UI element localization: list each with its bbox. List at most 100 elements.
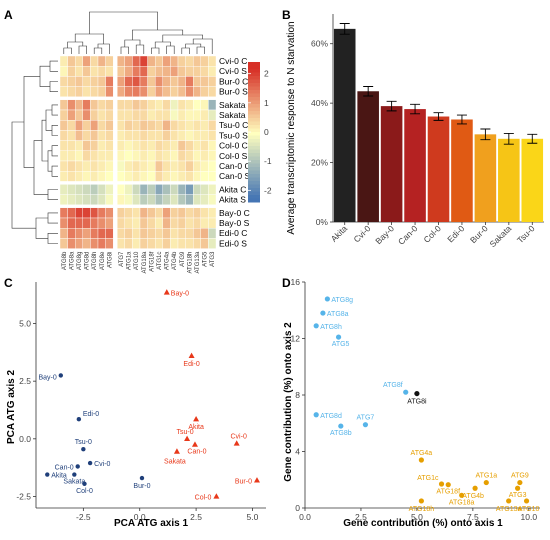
heatmap-cell [97,194,106,206]
heatmap-column-label: ATG8b [62,251,68,270]
column-dendrogram-branch [120,46,129,54]
heatmap-cell [116,217,125,229]
contribution-y-tick-label: 16 [291,277,301,287]
heatmap-cell [116,119,125,131]
heatmap-cell [177,184,186,195]
heatmap-cell [147,217,156,229]
contribution-y-axis-title: Gene contribution (%) onto axis 2 [283,322,294,482]
heatmap-cell [97,109,106,121]
heatmap-cell [82,99,91,111]
heatmap-cell [59,238,68,249]
heatmap-cell [200,140,209,152]
legend-tick-label: -2 [264,185,272,195]
heatmap-cell [90,55,99,67]
heatmap-cell [162,217,171,229]
legend-gradient-step [248,100,260,105]
heatmap-cell [74,194,83,206]
heatmap-cell [200,86,209,97]
heatmap-cell [147,99,156,111]
heatmap-column-label: ATG8g [77,252,83,271]
contribution-point [335,334,342,340]
column-dendrogram-branch [74,33,104,44]
heatmap-cell [74,217,83,229]
heatmap-cell [82,65,91,77]
row-dendrogram-branch [47,189,58,200]
heatmap-cell [208,130,217,141]
heatmap-cell [124,238,133,249]
heatmap-cell [185,238,194,249]
legend-gradient-step [248,118,260,122]
heatmap-cell [192,65,201,77]
heatmap-cell [185,217,194,229]
contribution-point-label: ATG1a [475,473,497,480]
heatmap-cell [105,140,114,152]
heatmap-cell [97,76,106,87]
column-dendrogram-branch [97,43,110,54]
heatmap-cell [185,150,194,162]
panel-letter-b: B [282,8,291,22]
row-dendrogram-branch [51,104,58,116]
pca-point-control [87,460,93,466]
heatmap-column-label: ATG10 [134,251,140,270]
contribution-point-label: ATG13a [496,506,522,513]
heatmap-column-label: ATG7 [119,251,125,267]
heatmap-cell [185,76,194,87]
heatmap-cell [116,150,125,162]
heatmap-cell [185,194,194,206]
heatmap-cell [170,119,179,131]
legend-gradient-step [248,72,260,77]
contribution-point [338,423,344,429]
bar-error-bar [456,114,467,125]
heatmap-cell [132,217,141,229]
heatmap-cell [90,119,99,131]
legend-tick-label: -1 [264,156,272,166]
legend-gradient-step [248,121,260,126]
heatmap-cell [124,217,133,229]
heatmap-cell [162,238,171,249]
contribution-point-label: ATG18h [409,506,435,513]
legend-gradient-step [248,177,260,182]
legend-gradient-step [248,97,260,101]
heatmap-cell [177,99,186,111]
heatmap-column-label: ATG4a [165,251,171,270]
contribution-axes: 0.0 2.5 5.0 7.5 10.0 0 4 8 12 16 [291,277,540,522]
heatmap-row-label: Edi-0 S [219,238,247,248]
heatmap-row-label: Bay-0 C [219,208,250,218]
heatmap-cell [67,109,76,121]
heatmap-cell [82,76,91,87]
heatmap-cell [132,194,141,206]
heatmap-cell [170,99,179,111]
heatmap-cell [192,109,201,121]
heatmap-cell [116,207,125,219]
heatmap-cell [59,130,68,141]
legend-gradient-step [248,111,260,115]
column-dendrogram-branch [166,45,175,54]
heatmap-cell [82,109,91,121]
column-dendrogram-branch [135,44,145,54]
heatmap-cell [67,140,76,152]
heatmap-cell [170,238,179,249]
heatmap-cell [90,194,99,206]
contribution-point [418,457,424,463]
bar-x-tick-label: Can-0 [396,223,420,247]
heatmap-column-label: ATG1a [127,251,133,270]
heatmap-cell [116,194,125,206]
bar-error-bar [386,100,397,112]
heatmap-column-label: ATG8d [85,252,91,271]
heatmap-cell [139,238,148,249]
heatmap-row-label: Akita S [219,195,246,205]
heatmap-cell [59,227,68,239]
row-dendrogram-branch [51,145,58,157]
heatmap-cell [162,184,171,195]
heatmap-cell [177,140,186,152]
bar [357,91,379,222]
column-dendrogram [63,11,213,54]
bar [380,106,403,222]
heatmap-cell [147,109,156,121]
contribution-point [414,390,420,397]
contribution-y-tick-label: 0 [295,503,300,513]
heatmap-cell [192,140,201,152]
heatmap-cell [97,217,106,229]
heatmap-cell [192,207,201,219]
pca-axes: -2.5 0.0 2.5 5.0 -2.5 0.0 2.5 5.0 [16,282,266,522]
